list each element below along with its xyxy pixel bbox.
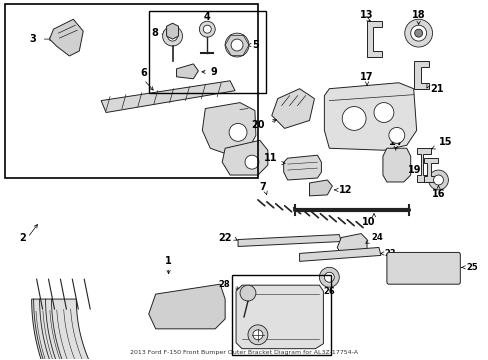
Polygon shape [413, 61, 427, 89]
Text: 9: 9 [210, 67, 217, 77]
Polygon shape [101, 81, 235, 113]
Text: 15: 15 [438, 137, 451, 147]
Circle shape [404, 19, 432, 47]
Text: 24: 24 [370, 233, 382, 242]
Text: 16: 16 [431, 189, 445, 199]
Polygon shape [49, 19, 83, 56]
Polygon shape [176, 64, 198, 79]
Polygon shape [32, 299, 205, 360]
Circle shape [433, 175, 443, 185]
Circle shape [240, 285, 255, 301]
Text: 23: 23 [383, 249, 395, 258]
Polygon shape [366, 21, 381, 57]
FancyBboxPatch shape [386, 252, 459, 284]
Circle shape [163, 26, 182, 46]
Circle shape [167, 31, 177, 41]
Circle shape [324, 272, 334, 282]
Text: 8: 8 [151, 28, 158, 38]
Text: 13: 13 [360, 10, 373, 20]
Circle shape [252, 330, 263, 340]
Polygon shape [202, 103, 255, 155]
Circle shape [224, 33, 248, 57]
Text: 11: 11 [264, 153, 277, 163]
Polygon shape [148, 284, 224, 329]
Text: 25: 25 [466, 263, 477, 272]
Polygon shape [236, 285, 323, 349]
Circle shape [388, 127, 404, 143]
Text: 4: 4 [203, 12, 210, 22]
Polygon shape [299, 247, 380, 261]
Circle shape [319, 267, 339, 287]
Polygon shape [416, 148, 429, 182]
Circle shape [342, 107, 366, 130]
Circle shape [199, 21, 215, 37]
Polygon shape [337, 234, 366, 255]
Text: 10: 10 [362, 217, 375, 227]
Polygon shape [283, 155, 321, 180]
Text: 14: 14 [388, 137, 402, 147]
Circle shape [427, 170, 447, 190]
Text: 27: 27 [267, 342, 279, 351]
Text: 3: 3 [30, 34, 37, 44]
Polygon shape [222, 140, 267, 175]
Text: 18: 18 [411, 10, 425, 20]
Text: 21: 21 [429, 84, 443, 94]
Circle shape [247, 325, 267, 345]
Text: 19: 19 [407, 165, 421, 175]
Text: 12: 12 [339, 185, 352, 195]
Text: 22: 22 [218, 233, 232, 243]
Text: 2: 2 [20, 233, 26, 243]
Text: 1: 1 [165, 256, 172, 266]
Polygon shape [382, 148, 410, 182]
Polygon shape [324, 83, 416, 150]
Text: 28: 28 [218, 280, 230, 289]
Circle shape [373, 103, 393, 122]
Polygon shape [309, 180, 332, 196]
Polygon shape [238, 235, 341, 247]
Circle shape [410, 25, 426, 41]
Text: 20: 20 [251, 121, 264, 130]
Polygon shape [166, 23, 178, 39]
Text: 26: 26 [323, 287, 335, 296]
Text: 7: 7 [259, 182, 265, 192]
Text: 2013 Ford F-150 Front Bumper Outer Bracket Diagram for AL3Z-17754-A: 2013 Ford F-150 Front Bumper Outer Brack… [130, 350, 357, 355]
Text: 17: 17 [360, 72, 373, 82]
Polygon shape [271, 89, 314, 129]
Circle shape [229, 123, 246, 141]
Circle shape [231, 39, 243, 51]
Circle shape [203, 25, 211, 33]
Circle shape [244, 155, 258, 169]
Circle shape [414, 29, 422, 37]
Text: 5: 5 [251, 40, 258, 50]
Text: 6: 6 [140, 68, 147, 78]
Polygon shape [423, 158, 438, 182]
